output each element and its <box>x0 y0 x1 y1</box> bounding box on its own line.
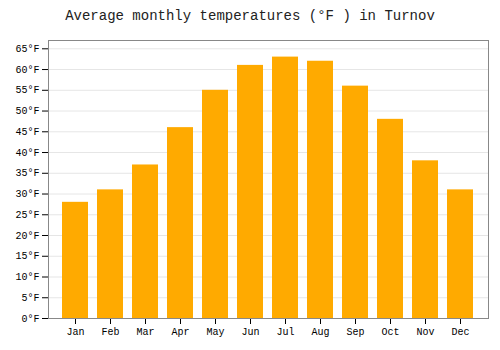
svg-text:30°F: 30°F <box>15 189 39 200</box>
svg-text:45°F: 45°F <box>15 127 39 138</box>
svg-text:5°F: 5°F <box>21 293 39 304</box>
html-text:Average monthly temperatures (: Average monthly temperatures (°F ) in Tu… <box>65 8 435 24</box>
svg-text:Oct: Oct <box>381 327 399 338</box>
svg-text:10°F: 10°F <box>15 272 39 283</box>
svg-text:Aug: Aug <box>311 327 329 338</box>
svg-text:Sep: Sep <box>346 327 364 338</box>
svg-text:Jul: Jul <box>276 327 294 338</box>
svg-text:Feb: Feb <box>101 327 119 338</box>
svg-text:Dec: Dec <box>451 327 469 338</box>
svg-text:60°F: 60°F <box>15 65 39 76</box>
svg-text:Jun: Jun <box>241 327 259 338</box>
svg-text:65°F: 65°F <box>15 44 39 55</box>
svg-text:0°F: 0°F <box>21 314 39 325</box>
svg-text:Mar: Mar <box>136 327 154 338</box>
svg-text:15°F: 15°F <box>15 251 39 262</box>
svg-text:55°F: 55°F <box>15 85 39 96</box>
svg-text:Nov: Nov <box>416 327 434 338</box>
svg-text:25°F: 25°F <box>15 210 39 221</box>
svg-text:20°F: 20°F <box>15 231 39 242</box>
svg-text:May: May <box>206 327 224 338</box>
svg-text:50°F: 50°F <box>15 106 39 117</box>
svg-text:35°F: 35°F <box>15 168 39 179</box>
svg-text:Jan: Jan <box>66 327 84 338</box>
svg-text:Apr: Apr <box>171 327 189 338</box>
svg-text:40°F: 40°F <box>15 148 39 159</box>
